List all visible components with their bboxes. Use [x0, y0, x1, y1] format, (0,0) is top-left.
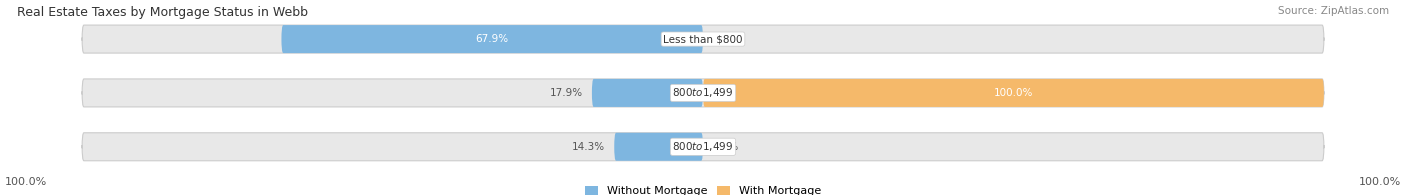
FancyBboxPatch shape — [82, 79, 1324, 107]
Text: 100.0%: 100.0% — [1360, 177, 1402, 187]
Text: Real Estate Taxes by Mortgage Status in Webb: Real Estate Taxes by Mortgage Status in … — [17, 6, 308, 19]
Text: $800 to $1,499: $800 to $1,499 — [672, 140, 734, 153]
FancyBboxPatch shape — [614, 133, 703, 161]
Text: 17.9%: 17.9% — [550, 88, 582, 98]
FancyBboxPatch shape — [703, 79, 1324, 107]
Text: 67.9%: 67.9% — [475, 34, 509, 44]
Text: 0.0%: 0.0% — [713, 142, 738, 152]
Text: $800 to $1,499: $800 to $1,499 — [672, 86, 734, 99]
FancyBboxPatch shape — [82, 133, 1324, 161]
Text: Source: ZipAtlas.com: Source: ZipAtlas.com — [1278, 6, 1389, 16]
Text: 0.0%: 0.0% — [713, 34, 738, 44]
Text: 14.3%: 14.3% — [572, 142, 605, 152]
Text: Less than $800: Less than $800 — [664, 34, 742, 44]
Text: 100.0%: 100.0% — [994, 88, 1033, 98]
FancyBboxPatch shape — [82, 25, 1324, 53]
FancyBboxPatch shape — [592, 79, 703, 107]
Legend: Without Mortgage, With Mortgage: Without Mortgage, With Mortgage — [585, 186, 821, 195]
Text: 100.0%: 100.0% — [4, 177, 46, 187]
FancyBboxPatch shape — [281, 25, 703, 53]
